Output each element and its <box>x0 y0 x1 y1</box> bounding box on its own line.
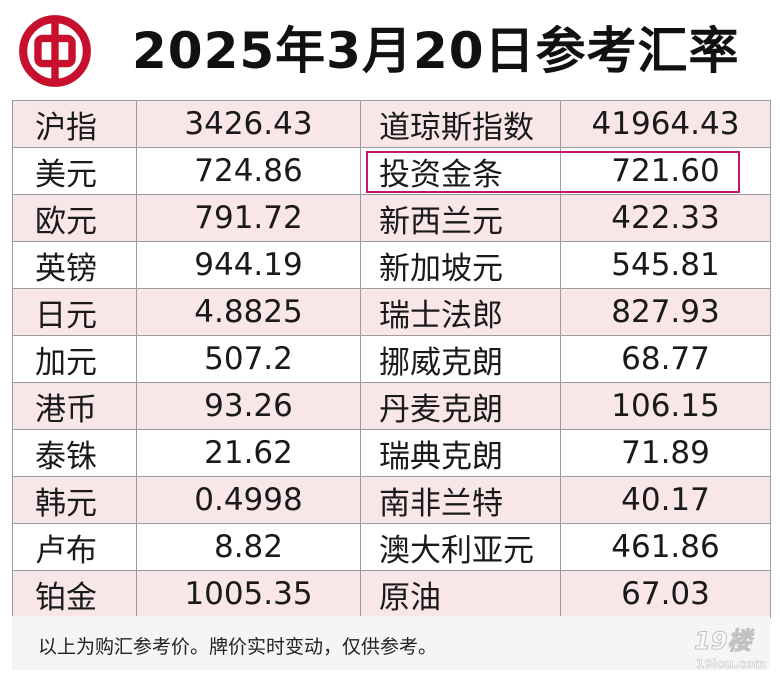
table-row: 铂金 1005.35 原油 67.03 <box>12 570 771 618</box>
footer-note-bar: 以上为购汇参考价。牌价实时变动，仅供参考。 <box>12 616 770 670</box>
rate-value: 67.03 <box>560 570 771 618</box>
table-row: 日元 4.8825 瑞士法郎 827.93 <box>12 288 771 336</box>
bank-of-china-logo-icon <box>19 15 91 87</box>
watermark-bottom-text: 19lou.com <box>696 657 766 671</box>
currency-name: 英镑 <box>12 241 137 289</box>
rate-value: 721.60 <box>560 147 771 195</box>
rate-value: 68.77 <box>560 335 771 383</box>
rate-value: 40.17 <box>560 476 771 524</box>
table-row: 美元 724.86 投资金条 721.60 <box>12 147 771 195</box>
rate-value: 106.15 <box>560 382 771 430</box>
currency-name: 道琼斯指数 <box>360 100 561 148</box>
19lou-watermark-icon: 19楼 19lou.com <box>694 627 767 672</box>
currency-name: 韩元 <box>12 476 137 524</box>
currency-name: 欧元 <box>12 194 137 242</box>
currency-name: 卢布 <box>12 523 137 571</box>
rate-value: 545.81 <box>560 241 771 289</box>
rate-value: 3426.43 <box>136 100 361 148</box>
currency-name: 沪指 <box>12 100 137 148</box>
rate-value: 21.62 <box>136 429 361 477</box>
footer-note: 以上为购汇参考价。牌价实时变动，仅供参考。 <box>38 636 438 658</box>
table-row: 英镑 944.19 新加坡元 545.81 <box>12 241 771 289</box>
rate-value: 71.89 <box>560 429 771 477</box>
page-title: 2025年3月20日参考汇率 <box>132 22 740 80</box>
header: 2025年3月20日参考汇率 <box>12 8 770 96</box>
currency-name: 南非兰特 <box>360 476 561 524</box>
table-row: 欧元 791.72 新西兰元 422.33 <box>12 194 771 242</box>
table-row: 泰铢 21.62 瑞典克朗 71.89 <box>12 429 771 477</box>
currency-name: 挪威克朗 <box>360 335 561 383</box>
currency-name: 泰铢 <box>12 429 137 477</box>
table-row: 港币 93.26 丹麦克朗 106.15 <box>12 382 771 430</box>
rate-value: 461.86 <box>560 523 771 571</box>
table-row: 韩元 0.4998 南非兰特 40.17 <box>12 476 771 524</box>
watermark-top-text: 19楼 <box>694 627 755 655</box>
currency-name: 港币 <box>12 382 137 430</box>
rate-sheet: 2025年3月20日参考汇率 沪指 3426.43 道琼斯指数 41964.43… <box>12 8 771 670</box>
currency-name: 新加坡元 <box>360 241 561 289</box>
rate-value: 93.26 <box>136 382 361 430</box>
rate-value: 507.2 <box>136 335 361 383</box>
currency-name: 原油 <box>360 570 561 618</box>
currency-name: 日元 <box>12 288 137 336</box>
rate-value: 41964.43 <box>560 100 771 148</box>
currency-name: 丹麦克朗 <box>360 382 561 430</box>
currency-name: 加元 <box>12 335 137 383</box>
rate-value: 724.86 <box>136 147 361 195</box>
currency-name: 投资金条 <box>360 147 561 195</box>
currency-name: 瑞士法郎 <box>360 288 561 336</box>
rate-value: 0.4998 <box>136 476 361 524</box>
table-row: 加元 507.2 挪威克朗 68.77 <box>12 335 771 383</box>
table-row: 沪指 3426.43 道琼斯指数 41964.43 <box>12 100 771 148</box>
currency-name: 新西兰元 <box>360 194 561 242</box>
rates-table: 沪指 3426.43 道琼斯指数 41964.43 美元 724.86 投资金条… <box>12 100 771 618</box>
rate-value: 791.72 <box>136 194 361 242</box>
rate-value: 1005.35 <box>136 570 361 618</box>
currency-name: 铂金 <box>12 570 137 618</box>
rate-value: 827.93 <box>560 288 771 336</box>
rate-value: 944.19 <box>136 241 361 289</box>
currency-name: 瑞典克朗 <box>360 429 561 477</box>
currency-name: 澳大利亚元 <box>360 523 561 571</box>
rate-value: 8.82 <box>136 523 361 571</box>
currency-name: 美元 <box>12 147 137 195</box>
rate-value: 4.8825 <box>136 288 361 336</box>
table-row: 卢布 8.82 澳大利亚元 461.86 <box>12 523 771 571</box>
rate-value: 422.33 <box>560 194 771 242</box>
